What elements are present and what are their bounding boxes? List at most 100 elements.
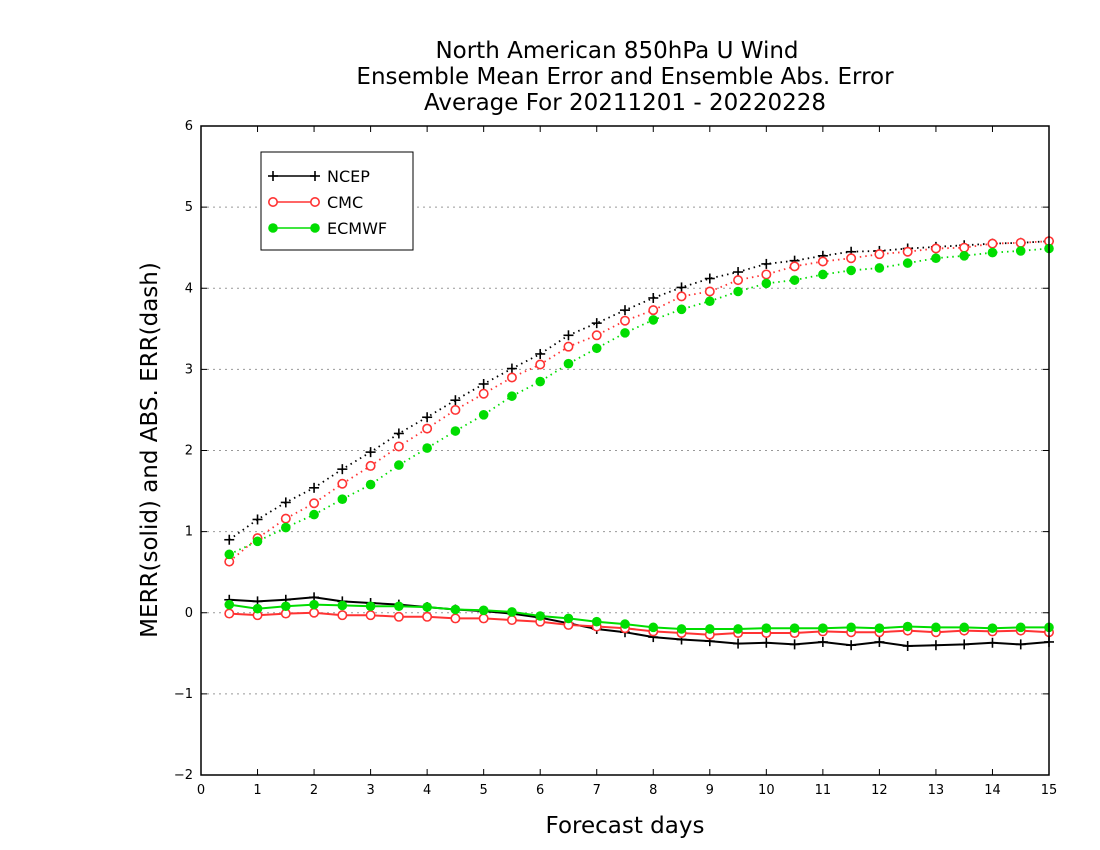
data-point (931, 622, 941, 633)
x-axis-label: Forecast days (546, 813, 705, 839)
legend-item-cmc: CMC (267, 193, 363, 212)
data-point (818, 623, 828, 633)
x-tick-label: 8 (649, 783, 657, 798)
data-point (478, 388, 489, 399)
data-point (789, 261, 800, 272)
data-point (676, 304, 687, 315)
data-point (761, 623, 772, 633)
data-point (393, 428, 404, 439)
data-point (224, 599, 235, 610)
series-line (228, 247, 1050, 556)
data-point (846, 640, 857, 651)
data-point (987, 637, 998, 648)
y-tick-label: 6 (185, 119, 193, 134)
y-tick-label: −1 (174, 687, 193, 702)
data-point (1015, 622, 1026, 633)
data-point (563, 613, 574, 624)
data-point (705, 296, 715, 307)
data-point (450, 426, 461, 436)
data-point (478, 410, 489, 420)
data-point (705, 624, 715, 634)
x-tick-label: 1 (253, 783, 261, 798)
data-point (846, 253, 857, 264)
legend-item-ecmwf: ECMWF (268, 219, 387, 238)
x-tick-label: 6 (536, 783, 544, 798)
series-line (229, 611, 1050, 636)
data-point (507, 607, 517, 617)
data-point (365, 601, 376, 612)
data-point (535, 376, 545, 387)
y-tick-label: 1 (185, 525, 193, 540)
data-point (450, 404, 461, 415)
data-point (535, 359, 546, 370)
data-point (506, 615, 517, 626)
data-point (422, 423, 433, 434)
data-point (761, 278, 772, 289)
data-point (535, 348, 546, 359)
data-point (422, 412, 433, 423)
data-point (224, 608, 235, 619)
x-tick-label: 0 (197, 783, 205, 798)
data-point (1015, 639, 1026, 650)
title-line-3: Average For 20211201 - 20220228 (424, 90, 826, 116)
y-tick-label: 5 (185, 200, 193, 215)
data-point (309, 607, 320, 618)
data-point (620, 328, 630, 338)
data-point (789, 275, 800, 285)
legend-label: NCEP (327, 167, 370, 186)
data-point (450, 395, 461, 406)
x-tick-label: 10 (758, 783, 775, 798)
data-point (704, 273, 715, 284)
series-ecmwf-abs-error (224, 243, 1054, 560)
data-point (252, 536, 263, 547)
data-point (394, 460, 404, 470)
data-point (281, 522, 291, 533)
data-point (1015, 246, 1026, 256)
data-point (365, 610, 376, 621)
data-point (620, 619, 630, 629)
data-point (281, 601, 291, 612)
data-point (310, 223, 320, 233)
data-point (591, 330, 602, 341)
data-point (450, 613, 461, 624)
title-line-1: North American 850hPa U Wind (435, 38, 798, 64)
data-point (310, 171, 320, 181)
data-point (506, 363, 517, 374)
data-point (507, 391, 517, 401)
data-point (846, 622, 856, 633)
data-point (874, 263, 885, 273)
data-point (733, 286, 743, 297)
data-point (337, 610, 348, 621)
series-line (228, 240, 1050, 541)
data-point (648, 305, 659, 316)
data-point (224, 534, 235, 545)
data-point (393, 441, 404, 452)
data-point (535, 611, 545, 621)
data-point (874, 636, 885, 647)
data-point (987, 238, 998, 249)
data-point (365, 447, 376, 458)
data-point (309, 509, 319, 520)
data-point (591, 343, 602, 354)
data-point (676, 624, 687, 634)
data-point (280, 513, 291, 524)
data-point (733, 638, 744, 649)
y-tick-label: 2 (185, 444, 193, 459)
x-tick-label: 9 (706, 783, 714, 798)
data-point (252, 514, 263, 525)
x-tick-label: 5 (480, 783, 488, 798)
data-point (252, 603, 263, 614)
data-point (506, 372, 517, 383)
data-point (817, 256, 828, 267)
data-point (930, 640, 941, 651)
data-point (309, 599, 319, 610)
x-tick-label: 3 (366, 783, 374, 798)
data-point (478, 378, 489, 389)
data-point (902, 246, 913, 257)
data-point (591, 318, 602, 329)
series-line (229, 603, 1049, 630)
data-point (563, 341, 574, 352)
data-point (365, 460, 376, 471)
data-point (761, 269, 772, 280)
